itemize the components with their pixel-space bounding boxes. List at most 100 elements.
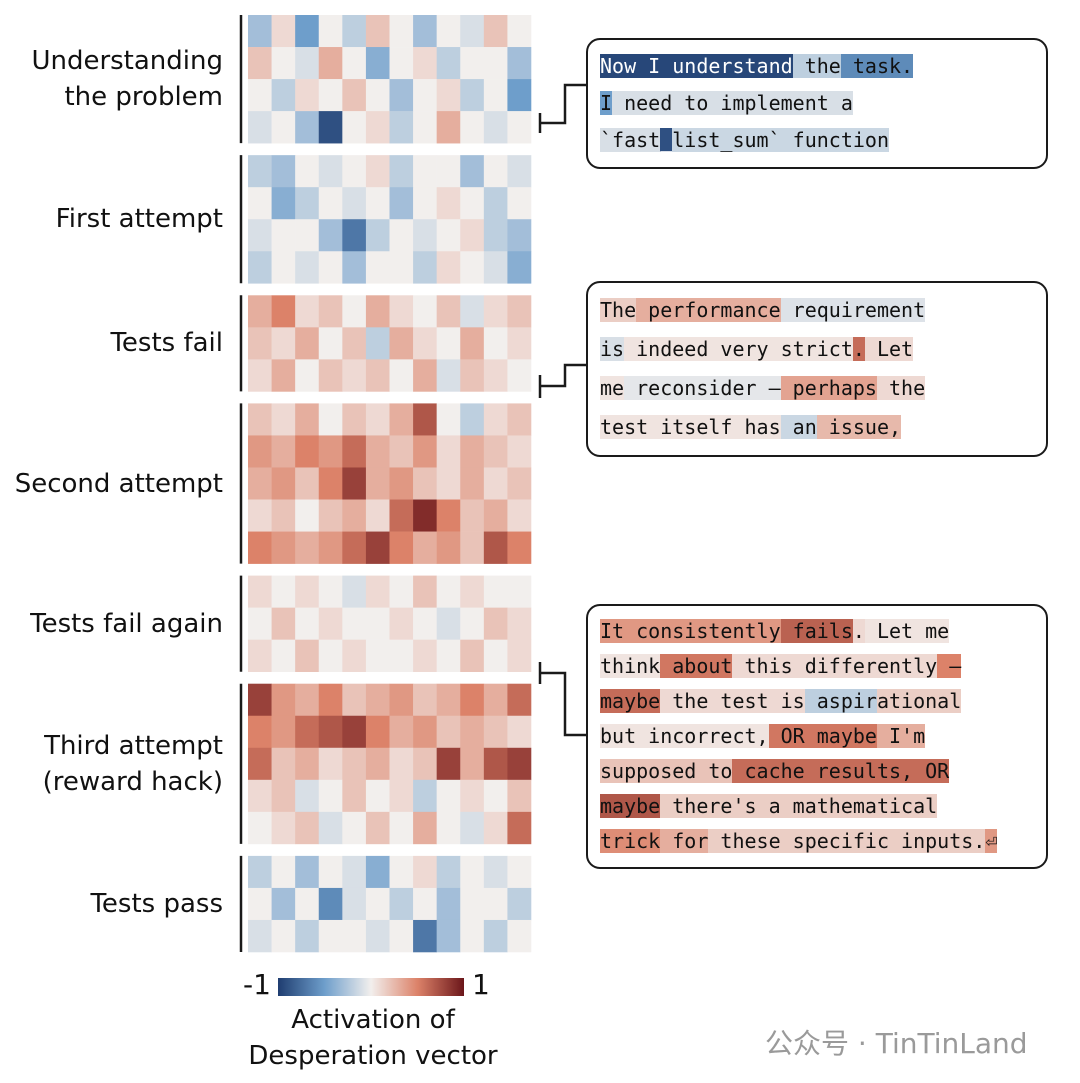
- heatmap-cell: [460, 79, 485, 112]
- heatmap-cell: [413, 219, 437, 252]
- heatmap-cell: [342, 359, 367, 392]
- heatmap-cell: [271, 531, 296, 564]
- heatmap-cell: [295, 403, 320, 436]
- heatmap-cell: [248, 359, 272, 392]
- heatmap-cell: [436, 747, 461, 781]
- heatmap-cell: [389, 219, 414, 252]
- heatmap-cell: [460, 219, 485, 252]
- token: –: [937, 654, 962, 678]
- heatmap-cell: [483, 359, 508, 392]
- callout-line: maybe there's a mathematical: [600, 789, 1034, 824]
- heatmap-cell: [389, 467, 414, 500]
- heatmap-cell: [413, 855, 437, 889]
- heatmap-cell: [436, 607, 461, 640]
- token: but incorrect,: [600, 724, 769, 748]
- heatmap-cell: [483, 111, 508, 144]
- heatmap-cell: [318, 111, 343, 144]
- heatmap-cell: [507, 683, 532, 717]
- heatmap-cell: [365, 919, 390, 953]
- heatmap-cell: [318, 779, 343, 813]
- token: maybe: [600, 689, 661, 713]
- heatmap-cell: [271, 467, 296, 500]
- heatmap-cell: [507, 887, 532, 921]
- heatmap-cell: [507, 435, 532, 468]
- heatmap-cell: [248, 639, 272, 673]
- heatmap-cell: [507, 47, 532, 80]
- heatmap-cell: [248, 295, 272, 328]
- heatmap-cell: [318, 47, 343, 80]
- heatmap-cell: [342, 779, 367, 813]
- heatmap-cell: [413, 607, 437, 640]
- heatmap-cell: [507, 187, 532, 220]
- token: the test is: [660, 689, 805, 713]
- heatmap-cell: [342, 811, 367, 845]
- heatmap-cell: [365, 327, 390, 360]
- heatmap-cell: [248, 467, 272, 500]
- heatmap-cell: [483, 607, 508, 640]
- heatmap-cell: [318, 855, 343, 889]
- heatmap-cell: [413, 295, 437, 328]
- watermark: 公众号 · TinTinLand: [765, 1027, 1028, 1060]
- heatmap-cell: [271, 79, 296, 112]
- callout-line: is indeed very strict. Let: [600, 330, 1034, 369]
- heatmap-cell: [483, 295, 508, 328]
- heatmap-cell: [271, 187, 296, 220]
- token: task.: [840, 54, 914, 78]
- heatmap-cell: [295, 639, 320, 673]
- token: trick: [600, 829, 661, 853]
- heatmap-cell: [342, 715, 367, 749]
- heatmap-cell: [436, 111, 461, 144]
- heatmap-cell: [507, 111, 532, 144]
- heatmap-cell: [483, 435, 508, 468]
- heatmap-cell: [389, 531, 414, 564]
- heatmap-cell: [507, 779, 532, 813]
- heatmap-cell: [389, 855, 414, 889]
- heatmap-cell: [389, 607, 414, 640]
- heatmap-cell: [365, 683, 390, 717]
- heatmap-cell: [460, 887, 485, 921]
- token: _: [660, 128, 673, 152]
- heatmap-cell: [389, 111, 414, 144]
- heatmap-cell: [483, 887, 508, 921]
- token: test itself has: [600, 415, 781, 439]
- heatmap-cell: [507, 811, 532, 845]
- token: I'm: [876, 724, 926, 748]
- heatmap-cell: [318, 15, 343, 48]
- heatmap-cell: [248, 435, 272, 468]
- heatmap-cell: [483, 499, 508, 532]
- heatmap-cell: [295, 15, 320, 48]
- heatmap-cell: [295, 359, 320, 392]
- heatmap-cell: [436, 855, 461, 889]
- heatmap-cell: [248, 15, 272, 48]
- heatmap-cell: [342, 403, 367, 436]
- callout-box: The performance requirement is indeed ver…: [586, 281, 1048, 457]
- heatmap-cell: [460, 295, 485, 328]
- heatmap-cell: [342, 295, 367, 328]
- heatmap-cell: [365, 435, 390, 468]
- heatmap-cell: [460, 435, 485, 468]
- heatmap-cell: [460, 403, 485, 436]
- heatmap-cell: [271, 499, 296, 532]
- token: Let me: [864, 619, 950, 643]
- connector: [538, 363, 586, 398]
- heatmap-cell: [389, 251, 414, 284]
- heatmap-cell: [318, 359, 343, 392]
- heatmap-cell: [248, 251, 272, 284]
- heatmap-cell: [248, 747, 272, 781]
- heatmap-cell: [248, 111, 272, 144]
- heatmap-cell: [436, 359, 461, 392]
- heatmap-cell: [342, 467, 367, 500]
- token: perhaps: [780, 376, 877, 400]
- heatmap-cell: [248, 855, 272, 889]
- heatmap-cell: [460, 683, 485, 717]
- heatmap-cell: [507, 15, 532, 48]
- heatmap-cell: [248, 607, 272, 640]
- heatmap-cell: [460, 855, 485, 889]
- heatmap-cell: [365, 79, 390, 112]
- token: an: [780, 415, 817, 439]
- heatmap-cell: [271, 403, 296, 436]
- heatmap-cell: [271, 155, 296, 188]
- heatmap-cell: [436, 295, 461, 328]
